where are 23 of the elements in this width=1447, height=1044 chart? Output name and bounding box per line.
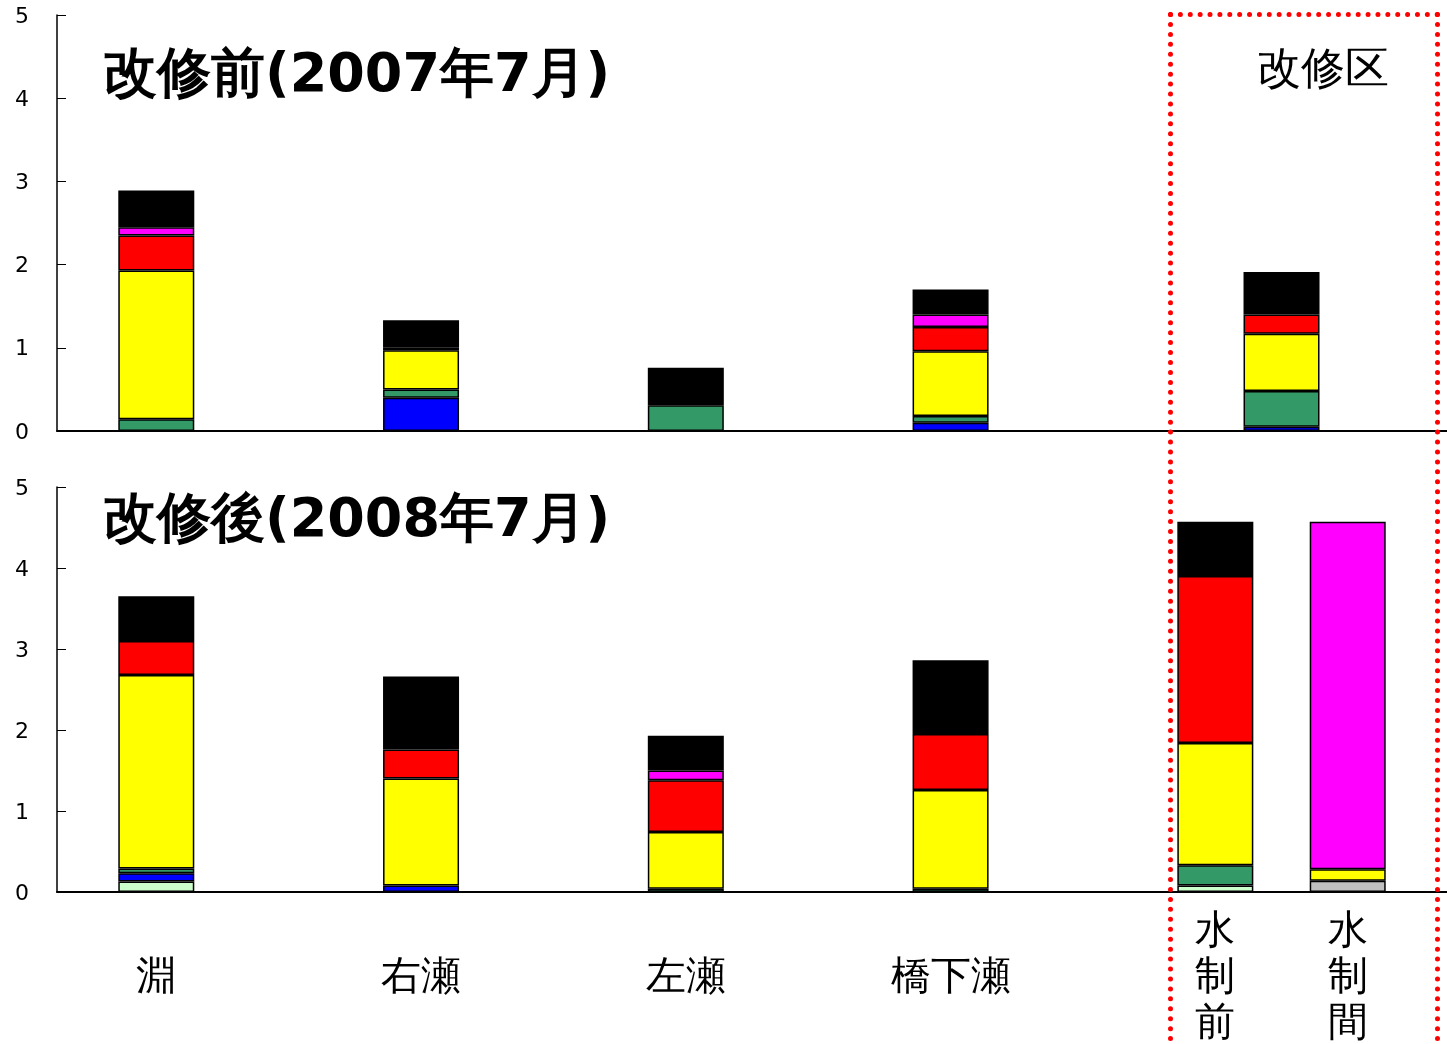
y-tick-label: 1 (15, 798, 29, 824)
x-tick-label: 水制間 (1327, 906, 1368, 1044)
x-tick-label: 左瀬 (645, 952, 726, 998)
y-tick-label: 3 (15, 168, 29, 194)
text: 改修前(2007年7月) (103, 40, 611, 104)
y-tick-label: 5 (15, 474, 29, 500)
x-tick-label: 右瀬 (381, 952, 462, 998)
bar (383, 320, 460, 348)
y-tick-label: 1 (15, 335, 29, 361)
y-tick-label: 3 (15, 636, 29, 662)
y-tick-label: 4 (15, 555, 29, 581)
y-tick-label: 4 (15, 85, 29, 111)
annotation: 改修区 (1257, 41, 1389, 93)
y-tick-label: 5 (15, 2, 29, 28)
x-tick-label: 水制前 (1195, 906, 1236, 1044)
chart-title: 改修後(2008年7月) (103, 485, 611, 549)
y-tick-label: 2 (15, 717, 29, 743)
y-tick-label: 2 (15, 252, 29, 278)
x-tick-label: 淵 (136, 952, 177, 998)
x-tick-label: 橋下瀬 (890, 952, 1011, 998)
bar (383, 676, 460, 748)
y-tick-label: 0 (15, 418, 29, 444)
y-tick-label: 0 (15, 879, 29, 905)
